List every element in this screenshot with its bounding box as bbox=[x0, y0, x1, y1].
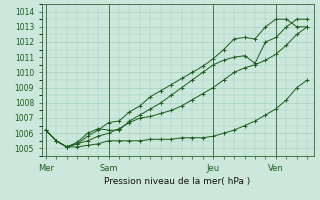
X-axis label: Pression niveau de la mer( hPa ): Pression niveau de la mer( hPa ) bbox=[104, 177, 251, 186]
